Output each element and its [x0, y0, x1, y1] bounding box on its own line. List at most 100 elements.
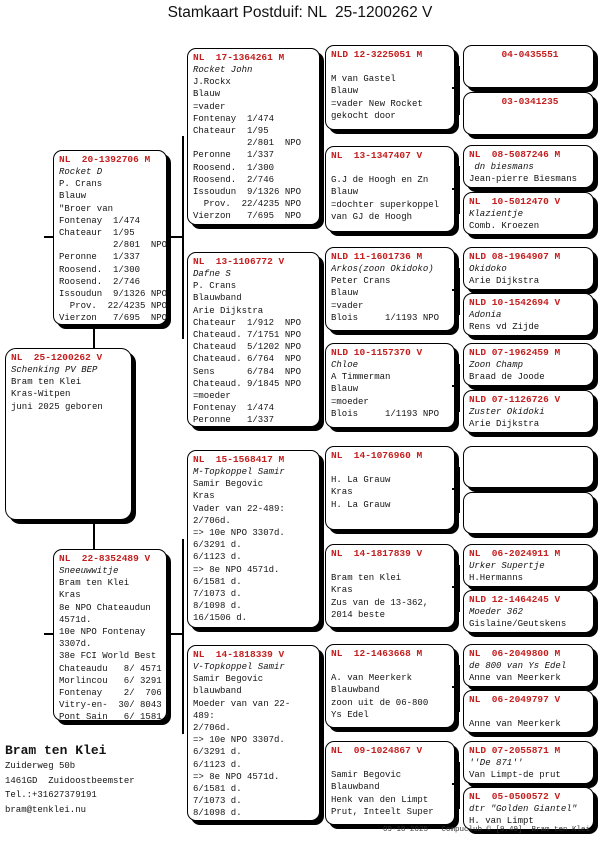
- pedigree-line: "Broer van: [59, 203, 114, 214]
- pedigree-line: [331, 61, 452, 73]
- pedigree-line: [469, 706, 591, 718]
- pedigree-line: zoon uit de 06-800: [331, 697, 429, 708]
- pedigree-line: Morlincou 6/ 3291: [59, 675, 162, 686]
- pedigree-box-subject: NL 25-1200262 V Schenking PV BEP Bram ten …: [5, 348, 132, 520]
- pedigree-line: Comb. Kroezen: [469, 221, 540, 232]
- pedigree-box-gen4-5: NLD 08-1964907 M Okidoko Arie Dijkstra: [463, 247, 594, 290]
- connector-line: [320, 87, 322, 190]
- pedigree-line: =moeder: [331, 396, 369, 407]
- pedigree-line: Kras: [193, 491, 215, 502]
- box-body: Samir Begovic Blauwband Henk van den Limpt…: [331, 757, 452, 818]
- pedigree-line: Arkos(zoon Okidoko): [331, 264, 434, 274]
- pedigree-line: Chateaud 5/1202 NPO: [193, 342, 302, 353]
- connector-line: [458, 268, 460, 315]
- pedigree-line: 3307d.: [59, 639, 92, 650]
- pedigree-line: 2/706d.: [193, 723, 231, 734]
- pedigree-line: Chateaud. 7/1751 NPO: [193, 330, 302, 341]
- pedigree-line: Issoudun 9/1326 NPO: [193, 187, 302, 198]
- pedigree-line: Roosend. 2/746: [59, 276, 141, 287]
- pedigree-line: Anne van Meerkerk: [469, 719, 561, 730]
- owner-block: Bram ten Klei Zuiderweg 50b 1461GD Zuido…: [5, 743, 135, 817]
- pedigree-line: [331, 660, 452, 672]
- pedigree-line: Anne van Meerkerk: [469, 673, 561, 684]
- ring-number: 03-0341235: [501, 96, 559, 107]
- box-body: Moeder 362 Gislaine/Geutskens: [469, 606, 591, 630]
- pedigree-box-gen4-11: NL 06-2024911 M Urker Supertje H.Hermanns: [463, 544, 594, 587]
- connector-line: [182, 539, 184, 734]
- pedigree-line: Peronne 1/337: [193, 415, 275, 426]
- pedigree-line: H.Hermanns: [469, 573, 524, 584]
- pedigree-box-gen3-1: NLD 12-3225051 M M van Gastel Blauw =vader…: [325, 45, 455, 130]
- box-body: V-Topkoppel Samir Samir Begovic blauwband M…: [193, 661, 317, 820]
- pedigree-line: Issoudun 9/1326 NPO: [59, 289, 167, 300]
- pedigree-line: => 10e NPO 3307d.: [193, 528, 285, 539]
- pedigree-line: Blauwband: [331, 782, 380, 793]
- pedigree-line: dn biesmans: [469, 162, 534, 172]
- pedigree-line: 8e NPO Chateaudun: [59, 602, 151, 613]
- pedigree-box-granddam-paternal: NL 13-1106772 V Dafne S P. Crans Blauwband A…: [187, 252, 320, 427]
- ring-number: NLD 11-1601736 M: [331, 251, 423, 262]
- pedigree-line: Urker Supertje: [469, 561, 545, 571]
- pedigree-line: Blauw: [331, 384, 359, 395]
- ring-number: 04-0435551: [501, 49, 559, 60]
- pedigree-box-gen4-7: NLD 07-1962459 M Zoon Champ Braad de Joode: [463, 343, 594, 386]
- pedigree-box-gen3-7: NL 12-1463668 M A. van Meerkerk Blauwband…: [325, 644, 455, 728]
- connector-line: [166, 236, 182, 238]
- box-body: G.J de Hoogh en Zn Blauw =dochter superkop…: [331, 162, 452, 223]
- pedigree-line: J.Rockx: [193, 77, 231, 88]
- connector-line: [44, 633, 54, 635]
- pedigree-line: Roosend. 2/746: [193, 174, 275, 185]
- pedigree-line: Vader van 22-489:: [193, 503, 285, 514]
- pedigree-box-gen4-9-empty: [463, 446, 594, 488]
- pedigree-line: Samir Begovic: [193, 479, 264, 490]
- pedigree-line: Adonia: [469, 310, 502, 320]
- pedigree-line: Fontenay 1/474: [193, 403, 275, 414]
- pedigree-line: Zuster Okidoki: [469, 407, 545, 417]
- pedigree-line: [331, 560, 452, 572]
- pedigree-line: Sneeuwwitje: [59, 566, 119, 576]
- pedigree-line: Roosend. 1/300: [59, 264, 141, 275]
- owner-phone: Tel.:+31627379191: [5, 790, 97, 800]
- pedigree-box-granddam-maternal: NL 14-1818339 V V-Topkoppel Samir Samir Be…: [187, 645, 320, 821]
- ring-number: NLD 07-2055871 M: [469, 745, 561, 756]
- pedigree-line: Vitry-en- 30/ 8043: [59, 700, 162, 711]
- pedigree-line: dtr "Golden Giantel": [469, 804, 578, 814]
- pedigree-line: 6/3291 d.: [193, 540, 242, 551]
- pedigree-box-gen3-6: NL 14-1817839 V Bram ten Klei Kras Zus van…: [325, 544, 455, 628]
- pedigree-line: Kras-Witpen: [11, 389, 71, 400]
- connector-line: [452, 87, 458, 89]
- owner-email: bram@tenklei.nu: [5, 804, 87, 815]
- pedigree-line: blauwband: [193, 686, 242, 697]
- pedigree-line: Schenking PV BEP: [11, 365, 98, 375]
- pedigree-line: Prov. 22/4235 NPO: [59, 301, 167, 312]
- pedigree-box-gen4-14: NL 06-2049797 V Anne van Meerkerk: [463, 690, 594, 733]
- connector-line: [166, 633, 182, 635]
- pedigree-line: Peronne 1/337: [193, 150, 275, 161]
- box-body: de 800 van Ys Edel Anne van Meerkerk: [469, 660, 591, 684]
- pedigree-line: Jean-pierre Biesmans: [469, 174, 578, 185]
- pedigree-line: Kras: [59, 590, 81, 601]
- pedigree-line: Bram ten Klei: [331, 573, 402, 584]
- pedigree-line: Vierzon 7/695 NPO: [59, 313, 167, 324]
- box-body: Anne van Meerkerk: [469, 706, 591, 730]
- pedigree-line: Braad de Joode: [469, 372, 545, 383]
- pedigree-line: => 8e NPO 4571d.: [193, 564, 280, 575]
- pedigree-line: Blois 1/1193 NPO: [331, 408, 440, 419]
- pedigree-box-mother: NL 22-8352489 V Sneeuwwitje Bram ten Klei K…: [53, 549, 167, 721]
- pedigree-line: M-Topkoppel Samir: [193, 467, 285, 477]
- owner-name: Bram ten Klei: [5, 743, 107, 758]
- ring-number: NL 22-8352489 V: [59, 553, 151, 564]
- pedigree-line: H. La Grauw: [331, 475, 391, 486]
- ring-number: NL 06-2049800 M: [469, 648, 561, 659]
- pedigree-line: Blauwband: [193, 293, 242, 304]
- pedigree-box-gen4-2: 03-0341235: [463, 92, 594, 135]
- pedigree-line: Van Limpt-de prut: [469, 770, 561, 781]
- pedigree-line: Prut, Inteelt Super: [331, 806, 434, 817]
- pedigree-line: Henk van den Limpt: [331, 794, 429, 805]
- pedigree-line: Chateaud. 6/764 NPO: [193, 354, 302, 365]
- pedigree-line: 6/1581 d.: [193, 784, 242, 795]
- pedigree-line: Chateaur 1/912 NPO: [193, 317, 302, 328]
- pedigree-box-gen3-2: NL 13-1347407 V G.J de Hoogh en Zn Blauw =…: [325, 146, 455, 232]
- pedigree-line: van GJ de Hoogh: [331, 211, 413, 222]
- connector-line: [93, 521, 95, 549]
